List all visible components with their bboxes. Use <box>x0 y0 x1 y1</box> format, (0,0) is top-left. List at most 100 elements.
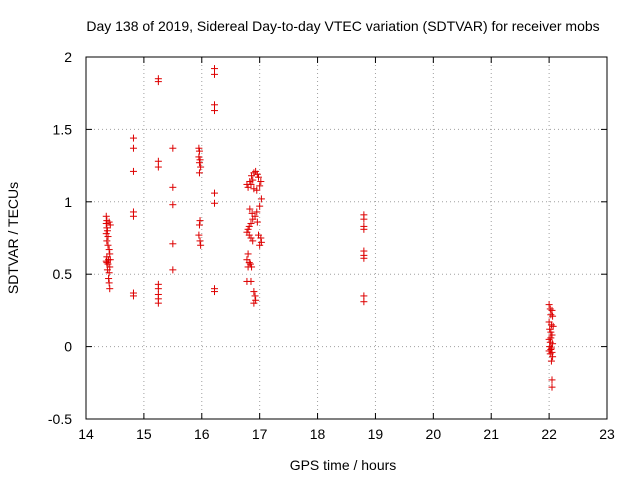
data-point <box>211 70 219 78</box>
data-point <box>547 357 555 365</box>
data-point <box>195 144 203 152</box>
x-tick-label: 23 <box>599 426 615 442</box>
data-point <box>105 279 113 287</box>
chart-title: Day 138 of 2019, Sidereal Day-to-day VTE… <box>86 18 599 34</box>
data-point <box>195 147 203 155</box>
data-point <box>257 195 265 203</box>
data-point <box>548 348 556 356</box>
data-point <box>253 208 261 216</box>
data-point <box>169 266 177 274</box>
data-point <box>255 173 263 181</box>
data-point <box>104 241 112 249</box>
data-point <box>197 241 205 249</box>
data-point <box>360 254 368 262</box>
data-point <box>103 227 111 235</box>
data-point <box>129 292 137 300</box>
data-point <box>244 225 252 233</box>
data-point <box>547 345 555 353</box>
plot-frame <box>85 56 608 420</box>
data-point <box>244 183 252 191</box>
data-point <box>102 257 110 265</box>
data-point <box>548 376 556 384</box>
data-point <box>548 306 556 314</box>
data-point <box>154 163 162 171</box>
data-point <box>154 78 162 86</box>
data-point <box>169 201 177 209</box>
y-tick-label: -0.5 <box>48 411 72 427</box>
data-point <box>256 241 264 249</box>
data-point <box>545 347 553 355</box>
data-point <box>547 311 555 319</box>
data-point <box>253 186 261 194</box>
data-point <box>196 237 204 245</box>
x-tick-label: 18 <box>310 426 326 442</box>
x-tick-label: 20 <box>426 426 442 442</box>
data-point <box>548 331 556 339</box>
data-point <box>548 383 556 391</box>
data-point <box>252 167 260 175</box>
data-point <box>549 353 557 361</box>
data-point <box>169 240 177 248</box>
y-tick-label: 1.5 <box>53 121 73 137</box>
data-point <box>129 212 137 220</box>
data-point <box>129 134 137 142</box>
data-point <box>195 231 203 239</box>
data-point <box>129 144 137 152</box>
y-tick-label: 2 <box>64 49 72 65</box>
data-point <box>250 169 258 177</box>
data-point <box>256 182 264 190</box>
data-point <box>169 144 177 152</box>
y-axis-label: SDTVAR / TECUs <box>5 182 21 294</box>
data-point <box>103 266 111 274</box>
data-point <box>360 298 368 306</box>
data-point <box>249 176 257 184</box>
data-point <box>103 259 111 267</box>
data-point <box>257 178 265 186</box>
x-tick-label: 15 <box>136 426 152 442</box>
data-point <box>248 209 256 217</box>
x-tick-label: 21 <box>483 426 499 442</box>
data-point <box>106 285 114 293</box>
data-point <box>106 221 114 229</box>
data-point <box>546 305 554 313</box>
data-point <box>244 263 252 271</box>
data-point <box>195 159 203 167</box>
data-point <box>549 322 557 330</box>
data-point <box>257 238 265 246</box>
data-point <box>547 334 555 342</box>
y-tick-label: 1 <box>64 194 72 210</box>
data-point <box>247 220 255 228</box>
data-point <box>103 224 111 232</box>
x-tick-label: 16 <box>194 426 210 442</box>
data-point <box>247 277 255 285</box>
data-point <box>545 335 553 343</box>
data-point <box>196 156 204 164</box>
x-axis-label: GPS time / hours <box>290 457 397 473</box>
data-point <box>250 288 258 296</box>
y-tick-label: 0 <box>64 339 72 355</box>
data-point <box>546 343 554 351</box>
data-point <box>250 185 258 193</box>
data-point <box>102 220 110 228</box>
data-point <box>129 167 137 175</box>
data-point <box>211 288 219 296</box>
data-point <box>247 234 255 242</box>
data-point <box>257 234 265 242</box>
axis-ticks <box>85 56 608 420</box>
data-point <box>106 250 114 258</box>
data-point <box>106 256 114 264</box>
data-point <box>169 183 177 191</box>
data-point <box>154 299 162 307</box>
data-point <box>253 218 261 226</box>
data-point <box>256 202 264 210</box>
data-point <box>245 231 253 239</box>
data-point <box>360 215 368 223</box>
data-point <box>102 212 110 220</box>
data-point <box>249 215 257 223</box>
data-point <box>103 237 111 245</box>
data-point <box>211 199 219 207</box>
data-point <box>211 107 219 115</box>
data-point <box>250 299 258 307</box>
